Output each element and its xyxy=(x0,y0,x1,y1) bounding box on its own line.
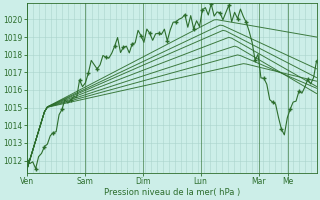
X-axis label: Pression niveau de la mer( hPa ): Pression niveau de la mer( hPa ) xyxy=(104,188,240,197)
